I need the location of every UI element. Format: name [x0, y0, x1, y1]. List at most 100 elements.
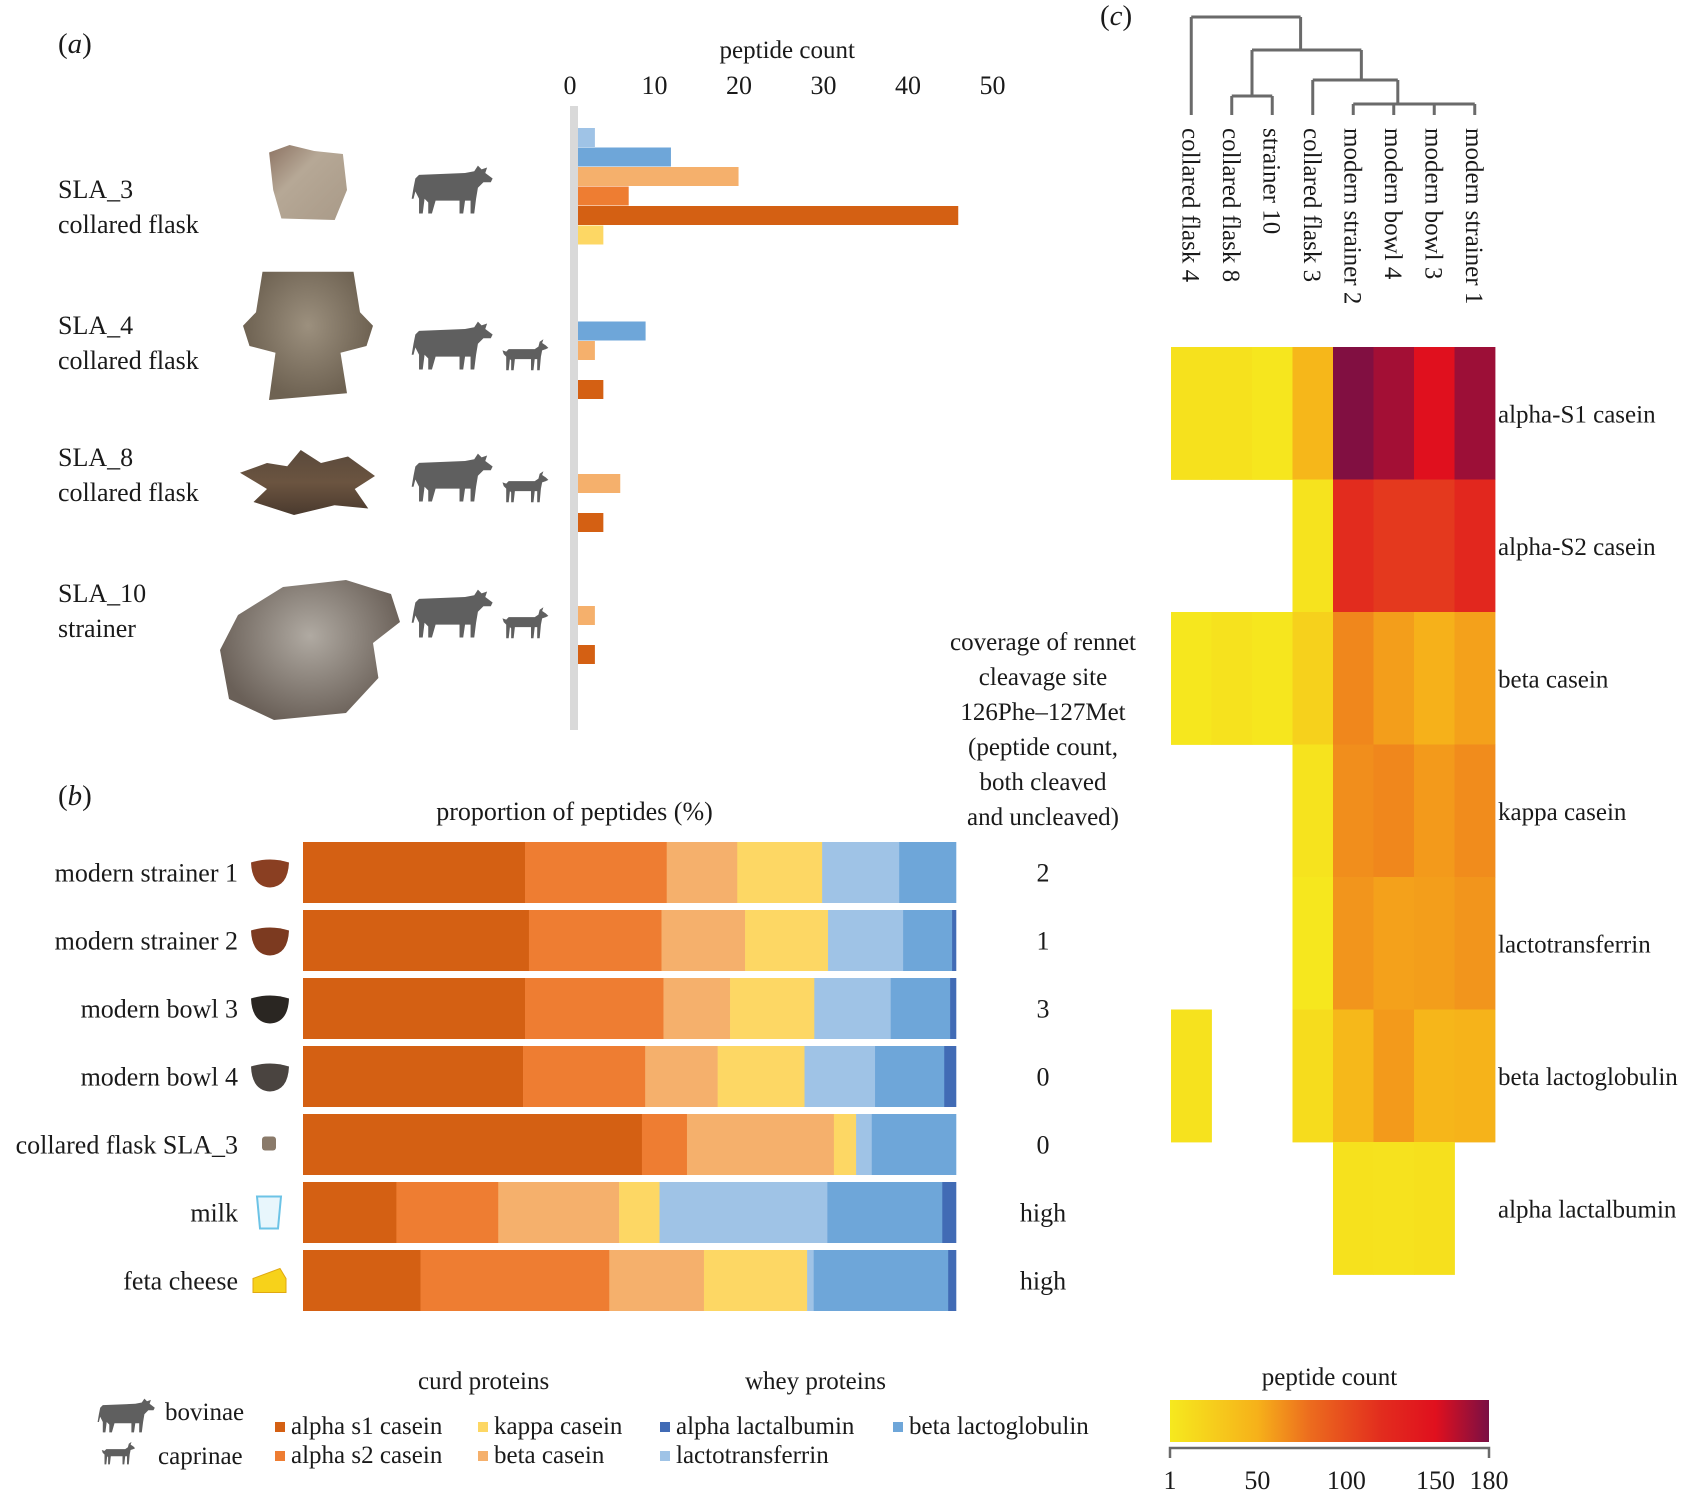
chart-a-bar	[578, 341, 595, 360]
heatmap-cell	[1333, 1009, 1374, 1143]
heatmap-cell	[1333, 877, 1374, 1010]
heatmap-cell	[1373, 479, 1415, 613]
legend-swatch	[893, 1422, 903, 1432]
heatmap-cell	[1454, 1009, 1496, 1143]
heatmap-row-label: alpha lactalbumin	[1498, 1196, 1677, 1223]
chart-b-segment	[420, 1250, 610, 1311]
chart-b-row-label: feta cheese	[123, 1267, 238, 1296]
heatmap-row-label: lactotransferrin	[1498, 931, 1651, 958]
legend-swatch	[275, 1422, 285, 1432]
legend-swatch	[275, 1451, 285, 1461]
clay-bowl-icon	[251, 859, 289, 888]
heatmap-cell	[1414, 877, 1455, 1010]
chart-b-segment	[619, 1182, 660, 1243]
chart-b-segment	[661, 910, 746, 971]
legend-swatch	[478, 1451, 488, 1461]
chart-a-bar	[578, 645, 595, 664]
chart-b-segment	[875, 1046, 945, 1107]
chart-b-segment	[303, 1250, 421, 1311]
heatmap-cell	[1373, 612, 1415, 745]
legend-item: alpha s2 casein	[275, 1442, 442, 1470]
chart-a-tick-label: 40	[895, 71, 921, 100]
sherd-icon	[262, 1136, 276, 1151]
heatmap-column-label: modern strainer 1	[1460, 128, 1487, 304]
chart-a-bar	[578, 147, 671, 167]
colorbar-axis	[1168, 1446, 1491, 1458]
heatmap-row-label: alpha-S1 casein	[1498, 401, 1656, 428]
chart-b-row-label: milk	[190, 1199, 238, 1228]
heatmap-column-label: modern strainer 2	[1338, 128, 1365, 304]
legend-item: beta lactoglobulin	[893, 1413, 1089, 1441]
heatmap-cell	[1292, 1009, 1334, 1143]
goat-icon	[502, 471, 549, 503]
chart-a-tick-label: 20	[726, 71, 752, 100]
heatmap-column-label: modern bowl 4	[1379, 128, 1406, 280]
heatmap-cell	[1454, 479, 1496, 613]
rennet-title-line: both cleaved	[979, 769, 1107, 796]
chart-b-segment	[703, 1250, 808, 1311]
chart-b-segment	[663, 978, 731, 1039]
chart-b-segment	[303, 978, 526, 1039]
chart-a-bar	[578, 606, 595, 625]
heatmap-cell	[1252, 612, 1293, 745]
chart-a-tick-label: 50	[980, 71, 1006, 100]
heatmap-column-label: collared flask 3	[1298, 128, 1325, 282]
chart-b-row-label: collared flask SLA_3	[16, 1131, 238, 1160]
chart-b-segment	[804, 1046, 876, 1107]
chart-b-segment	[833, 1114, 857, 1175]
heatmap-cell	[1454, 877, 1496, 1010]
chart-b-segment	[303, 1182, 397, 1243]
cow-icon	[411, 165, 493, 214]
heatmap-cell	[1373, 744, 1415, 878]
heatmap-cell	[1333, 479, 1374, 613]
chart-b-segment	[609, 1250, 705, 1311]
chart-b-segment	[498, 1182, 620, 1243]
heatmap-cell	[1414, 612, 1455, 745]
sample-id: SLA_10	[58, 579, 147, 608]
chart-a-bar	[578, 474, 621, 493]
heatmap-cell	[1171, 347, 1212, 480]
colorbar-tick-label: 180	[1470, 1466, 1509, 1494]
sample-id: SLA_3	[58, 175, 134, 204]
colorbar-tick-label: 100	[1327, 1466, 1366, 1494]
heatmap-cell	[1414, 744, 1455, 878]
legend-species-label: caprinae	[158, 1443, 243, 1470]
chart-b-segment	[641, 1114, 688, 1175]
chart-b-segment	[856, 1114, 873, 1175]
chart-b-segment	[807, 1250, 814, 1311]
heatmap-cell	[1373, 347, 1415, 480]
chart-b-segment	[303, 842, 526, 903]
heatmap-row-label: beta casein	[1498, 666, 1609, 693]
chart-a-bar	[578, 167, 739, 186]
chart-a-tick-label: 30	[811, 71, 837, 100]
chart-b-row-label: modern bowl 3	[81, 995, 238, 1024]
chart-a-axis-title: peptide count	[720, 37, 855, 64]
goat-icon	[101, 1441, 136, 1465]
chart-b-segment	[745, 910, 829, 971]
chart-b-segment	[827, 1182, 943, 1243]
legend-item: beta casein	[478, 1442, 604, 1470]
milk-glass-icon	[255, 1195, 283, 1230]
heatmap-cell	[1414, 347, 1455, 480]
chart-b-segment	[645, 1046, 718, 1107]
heatmap-cell	[1292, 744, 1334, 878]
legend-label: alpha lactalbumin	[676, 1413, 855, 1440]
legend-species-label: bovinae	[165, 1399, 245, 1426]
chart-a-bar	[578, 225, 604, 245]
legend-curd-title: curd proteins	[418, 1368, 550, 1395]
heatmap-cell	[1373, 1009, 1415, 1143]
chart-a-bar	[578, 380, 604, 399]
heatmap-cell	[1333, 347, 1374, 480]
sample-type: collared flask	[58, 346, 199, 375]
heatmap-column-label: modern bowl 3	[1419, 128, 1446, 279]
rennet-coverage-title: coverage of rennet cleavage site 126Phe–12…	[923, 625, 1163, 835]
chart-b-segment	[899, 842, 957, 903]
chart-b-segment	[950, 978, 957, 1039]
heatmap-cell	[1211, 612, 1253, 745]
panel-c-label: (c)	[1100, 0, 1133, 32]
chart-b-row-label: modern strainer 1	[55, 859, 238, 888]
colorbar-tick-label: 1	[1164, 1466, 1177, 1494]
chart-a-bar	[578, 513, 604, 532]
goat-icon	[502, 339, 549, 371]
chart-b-segment	[944, 1046, 957, 1107]
